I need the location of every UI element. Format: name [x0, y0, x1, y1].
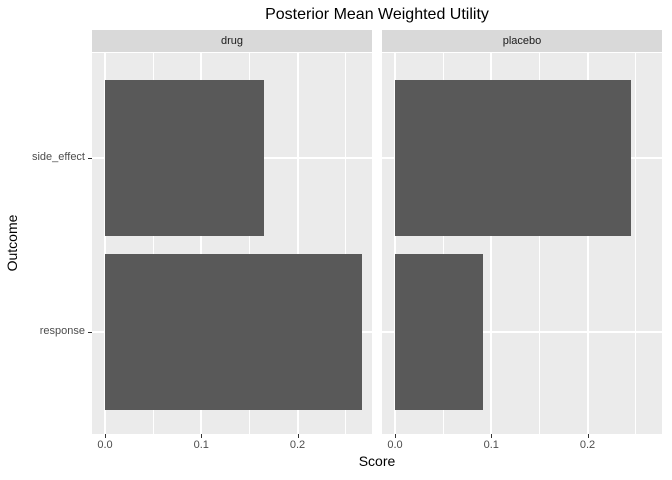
- y-gridline-major: [382, 331, 662, 333]
- x-gridline-minor: [442, 53, 444, 434]
- facet-strip-label: placebo: [502, 35, 542, 47]
- facet-strip-label: drug: [220, 35, 244, 47]
- x-gridline-minor: [635, 53, 637, 434]
- x-axis-tick-label: 0.2: [579, 439, 596, 451]
- x-gridline-minor: [248, 53, 250, 434]
- x-gridline-minor: [538, 53, 540, 434]
- bar-placebo-side_effect: [394, 80, 631, 236]
- chart-title: Posterior Mean Weighted Utility: [265, 6, 489, 23]
- x-gridline-minor: [345, 53, 347, 434]
- x-axis-tick: [104, 434, 106, 438]
- x-axis-tick-label: 0.1: [193, 439, 209, 451]
- y-axis-title: Outcome: [4, 214, 20, 272]
- bar-drug-response: [104, 254, 362, 410]
- x-axis-tick-label: 0.0: [387, 439, 403, 451]
- x-gridline-major: [586, 53, 589, 434]
- x-axis-title: Score: [358, 453, 396, 469]
- bar-placebo-response: [394, 254, 483, 410]
- y-axis-tick-label: side_effect: [31, 151, 85, 163]
- x-axis-tick: [491, 434, 493, 438]
- x-gridline-major: [490, 53, 493, 434]
- x-axis-tick: [297, 434, 299, 438]
- x-gridline-minor: [152, 53, 154, 434]
- facet-strip-drug: drug: [92, 30, 372, 52]
- x-axis-tick: [587, 434, 589, 438]
- panel-placebo: [382, 53, 662, 434]
- x-gridline-major: [103, 53, 106, 434]
- panel-drug: [92, 53, 372, 434]
- x-axis-tick-label: 0.0: [97, 439, 113, 451]
- y-axis-tick-label: response: [39, 325, 85, 337]
- x-axis-tick-label: 0.2: [289, 439, 306, 451]
- x-gridline-major: [200, 53, 203, 434]
- x-axis-tick: [201, 434, 203, 438]
- y-axis-tick: [88, 158, 92, 159]
- x-axis-tick: [394, 434, 396, 438]
- x-axis-tick-label: 0.1: [483, 439, 499, 451]
- y-axis-tick: [88, 332, 92, 333]
- x-gridline-major: [296, 53, 299, 434]
- facet-strip-placebo: placebo: [382, 30, 662, 52]
- x-gridline-major: [393, 53, 396, 434]
- bar-drug-side_effect: [104, 80, 264, 236]
